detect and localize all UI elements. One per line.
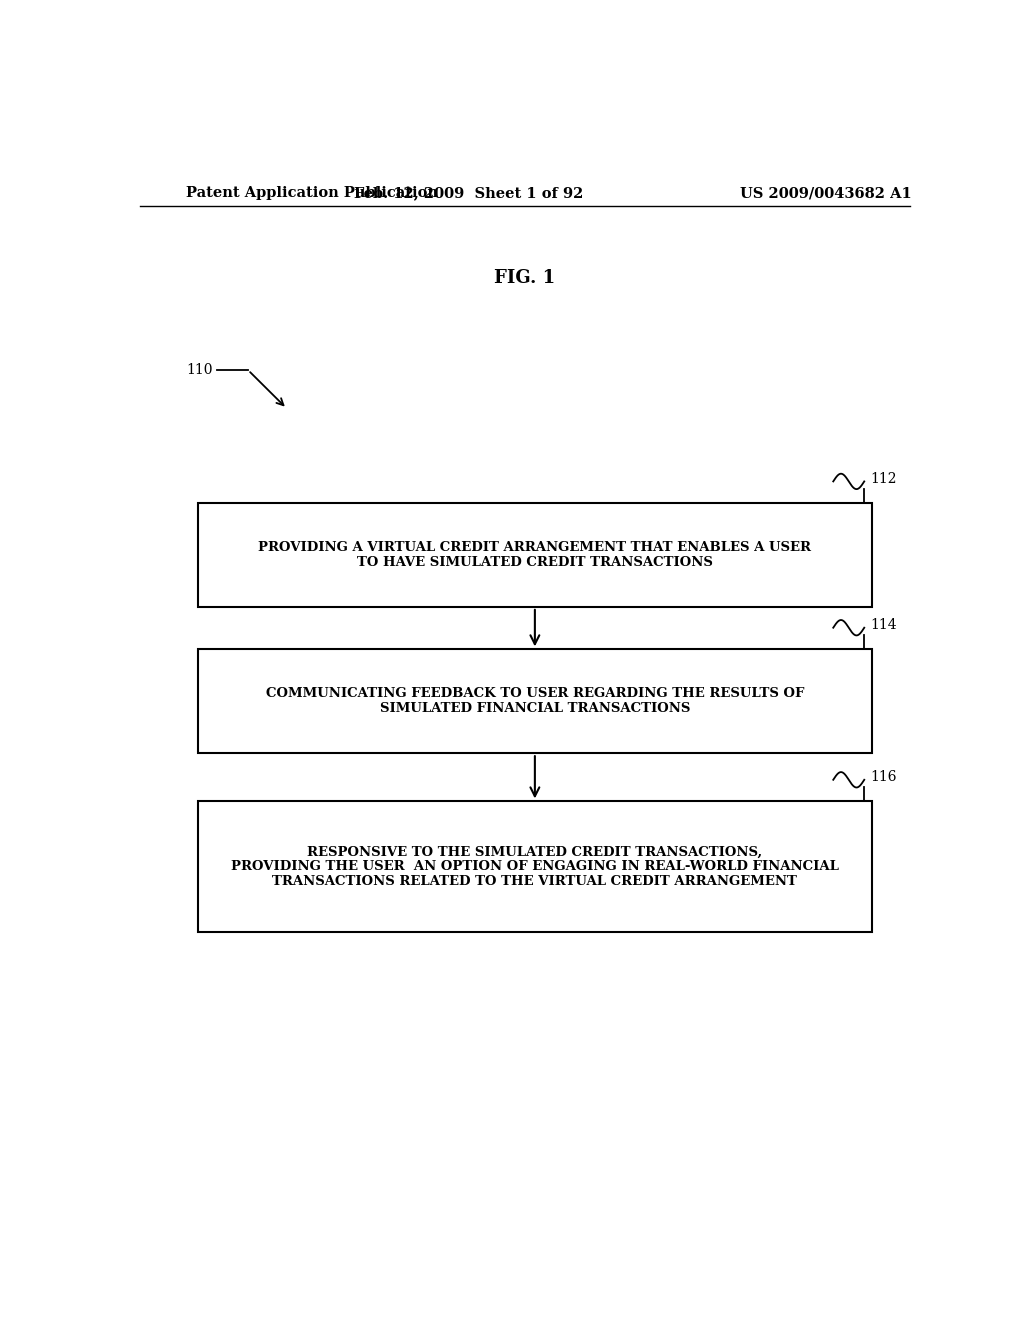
Text: 112: 112: [870, 473, 897, 486]
Bar: [198, 503, 872, 607]
Text: RESPONSIVE TO THE SIMULATED CREDIT TRANSACTIONS,
PROVIDING THE USER  AN OPTION O: RESPONSIVE TO THE SIMULATED CREDIT TRANS…: [231, 845, 839, 888]
Text: Feb. 12, 2009  Sheet 1 of 92: Feb. 12, 2009 Sheet 1 of 92: [354, 186, 584, 201]
Text: COMMUNICATING FEEDBACK TO USER REGARDING THE RESULTS OF
SIMULATED FINANCIAL TRAN: COMMUNICATING FEEDBACK TO USER REGARDING…: [265, 688, 804, 715]
Text: 114: 114: [870, 618, 897, 632]
Text: 116: 116: [870, 771, 897, 784]
Text: FIG. 1: FIG. 1: [495, 269, 555, 286]
Text: PROVIDING A VIRTUAL CREDIT ARRANGEMENT THAT ENABLES A USER
TO HAVE SIMULATED CRE: PROVIDING A VIRTUAL CREDIT ARRANGEMENT T…: [258, 541, 811, 569]
Text: US 2009/0043682 A1: US 2009/0043682 A1: [739, 186, 911, 201]
Bar: [198, 649, 872, 754]
Text: 110: 110: [186, 363, 213, 378]
Bar: [198, 801, 872, 932]
Text: Patent Application Publication: Patent Application Publication: [186, 186, 438, 201]
